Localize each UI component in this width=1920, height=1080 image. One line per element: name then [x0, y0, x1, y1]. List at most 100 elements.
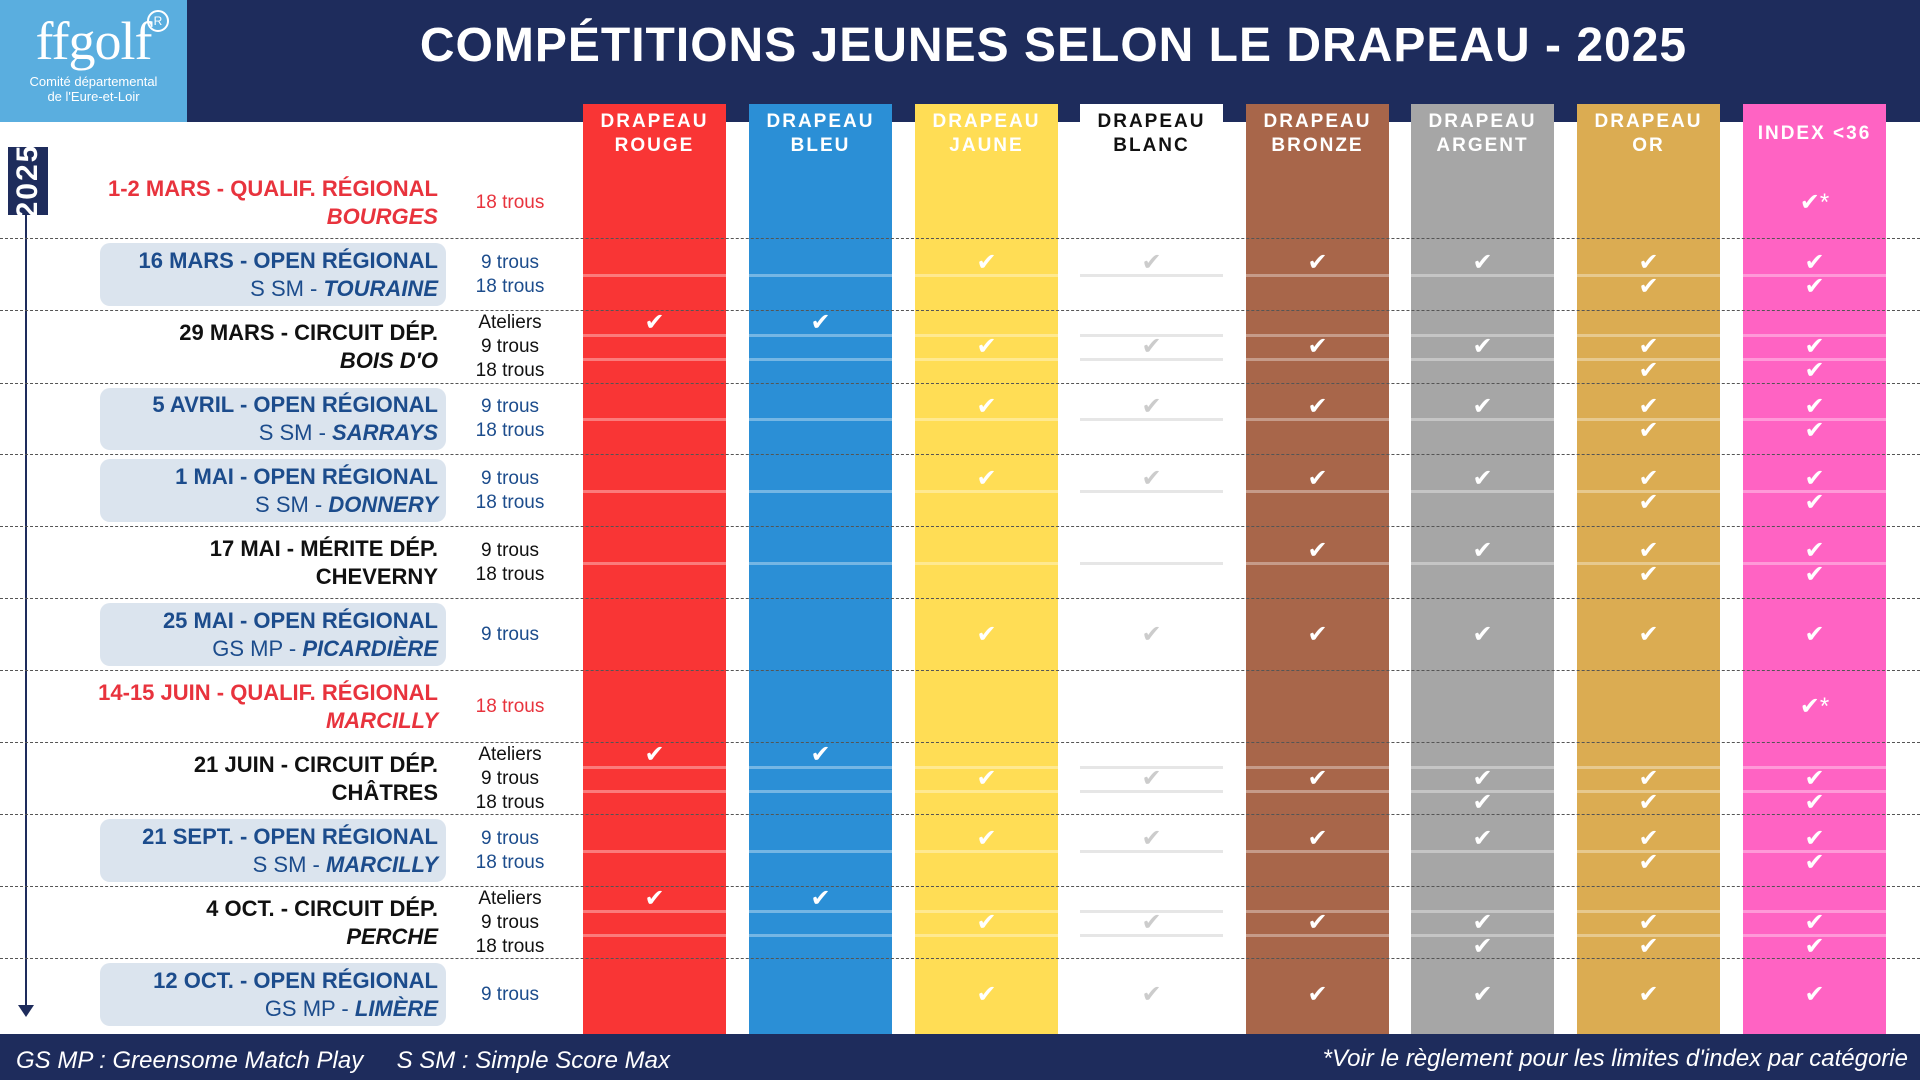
check-icon: ✔: [1141, 908, 1162, 936]
format-label: 9 trous: [480, 983, 540, 1005]
flag-column-label: DRAPEAU: [600, 111, 709, 132]
check-icon: ✔*: [1799, 189, 1830, 216]
format-label: 18 trous: [475, 360, 545, 381]
flag-column: DRAPEAU ARGENT: [1411, 104, 1554, 1034]
check-icon: ✔: [1307, 393, 1328, 420]
format-divider: [915, 561, 1058, 565]
check-icon: ✔: [1472, 464, 1493, 492]
check-icon: ✔: [976, 908, 997, 936]
format-divider: [1411, 489, 1554, 493]
event-location: BOURGES: [327, 204, 438, 230]
logo-line-2: de l'Eure-et-Loir: [47, 89, 140, 104]
format-divider: [749, 489, 892, 493]
event-separator: -: [280, 535, 301, 561]
check-icon: ✔: [1472, 932, 1493, 960]
event-venue: CHEVERNY: [315, 563, 438, 589]
event-venue: BOIS D'O: [339, 348, 438, 373]
format-divider: [915, 418, 1058, 421]
format-divider: [749, 418, 892, 421]
check-icon: ✔: [1307, 824, 1328, 852]
format-divider: [1080, 358, 1223, 361]
format-divider: [1080, 933, 1223, 937]
format-divider: [1743, 273, 1886, 277]
format-divider: [1246, 358, 1389, 361]
check-icon: ✔: [1307, 620, 1328, 648]
flag-column: DRAPEAU BRONZE: [1246, 104, 1389, 1034]
event-type: CIRCUIT DÉP.: [294, 751, 438, 777]
format-divider: [1743, 489, 1886, 493]
check-icon: ✔: [1804, 357, 1825, 384]
format-divider: [1577, 418, 1720, 421]
event-heading: 17 MAI - MÉRITE DÉP.: [210, 536, 438, 562]
flag-column-header: DRAPEAU OR: [1577, 104, 1720, 158]
event-separator: -: [233, 823, 254, 849]
check-icon: ✔: [1141, 333, 1162, 360]
event-heading: 5 AVRIL - OPEN RÉGIONAL: [152, 392, 438, 418]
check-icon: ✔: [976, 620, 997, 648]
format-label: Ateliers: [478, 743, 542, 765]
event-heading: 1 MAI - OPEN RÉGIONAL: [175, 464, 438, 490]
event-heading: 25 MAI - OPEN RÉGIONAL: [163, 608, 438, 634]
check-icon: ✔: [1472, 788, 1493, 816]
check-icon: ✔: [1472, 248, 1493, 276]
format-divider: [583, 909, 726, 913]
format-label: 18 trous: [475, 491, 545, 513]
format-divider: [749, 358, 892, 361]
event-location: CHÂTRES: [332, 780, 438, 806]
event-heading: 14-15 JUIN - QUALIF. RÉGIONAL: [98, 680, 438, 706]
format-label: 9 trous: [480, 623, 540, 645]
format-divider: [1411, 334, 1554, 337]
flag-column: DRAPEAU ROUGE: [583, 104, 726, 1034]
flag-column: DRAPEAU BLEU: [749, 104, 892, 1034]
event-type: OPEN RÉGIONAL: [253, 247, 438, 273]
check-icon: ✔: [1804, 560, 1825, 588]
event-type: OPEN RÉGIONAL: [253, 967, 438, 993]
check-icon: ✔: [1804, 333, 1825, 360]
format-divider: [1743, 789, 1886, 793]
event-format-prefix: S SM -: [258, 420, 333, 445]
event-heading: 21 JUIN - CIRCUIT DÉP.: [194, 752, 438, 778]
event-date: 14-15 JUIN: [98, 679, 211, 705]
event-location: PERCHE: [346, 924, 438, 950]
check-icon: ✔: [1307, 333, 1328, 360]
format-divider: [1743, 765, 1886, 769]
check-icon: ✔: [1638, 560, 1659, 588]
open-event-highlight: [100, 963, 446, 1026]
check-icon: ✔: [1804, 488, 1825, 516]
check-icon: ✔: [810, 740, 831, 768]
check-icon: ✔: [1804, 824, 1825, 852]
open-event-highlight: [100, 388, 446, 450]
check-icon: ✔: [976, 824, 997, 852]
row-divider: [0, 886, 1920, 887]
open-event-highlight: [100, 243, 446, 306]
check-icon: ✔: [1638, 248, 1659, 276]
flag-column-label: BLANC: [1113, 135, 1190, 156]
check-icon: ✔: [1307, 536, 1328, 564]
format-divider: [1411, 765, 1554, 769]
format-divider: [1411, 561, 1554, 565]
flag-column-header: DRAPEAU ARGENT: [1411, 104, 1554, 158]
format-label: 9 trous: [480, 827, 540, 849]
check-icon: ✔: [1638, 357, 1659, 384]
flag-column-label: DRAPEAU: [766, 111, 875, 132]
check-icon: ✔: [1472, 536, 1493, 564]
row-divider: [0, 454, 1920, 455]
check-icon: ✔: [1638, 488, 1659, 516]
ffgolf-logo: ffgolf R Comité départemental de l'Eure-…: [0, 0, 187, 122]
check-icon: ✔: [1804, 620, 1825, 648]
event-heading: 16 MARS - OPEN RÉGIONAL: [139, 248, 439, 274]
event-venue: PERCHE: [346, 923, 438, 949]
flag-column-label: BLEU: [790, 135, 851, 156]
check-icon: ✔: [1804, 393, 1825, 420]
event-location: S SM - TOURAINE: [250, 276, 438, 302]
check-icon: ✔: [1307, 908, 1328, 936]
logo-brand: ffgolf: [35, 11, 153, 71]
format-divider: [749, 561, 892, 565]
event-location: S SM - DONNERY: [255, 492, 438, 518]
event-type: OPEN RÉGIONAL: [253, 463, 438, 489]
check-icon: ✔: [1141, 764, 1162, 792]
format-label: 18 trous: [475, 192, 545, 213]
flag-column-header: DRAPEAU JAUNE: [915, 104, 1058, 158]
header-bar: ffgolf R Comité départemental de l'Eure-…: [0, 0, 1920, 122]
format-divider: [1246, 849, 1389, 853]
